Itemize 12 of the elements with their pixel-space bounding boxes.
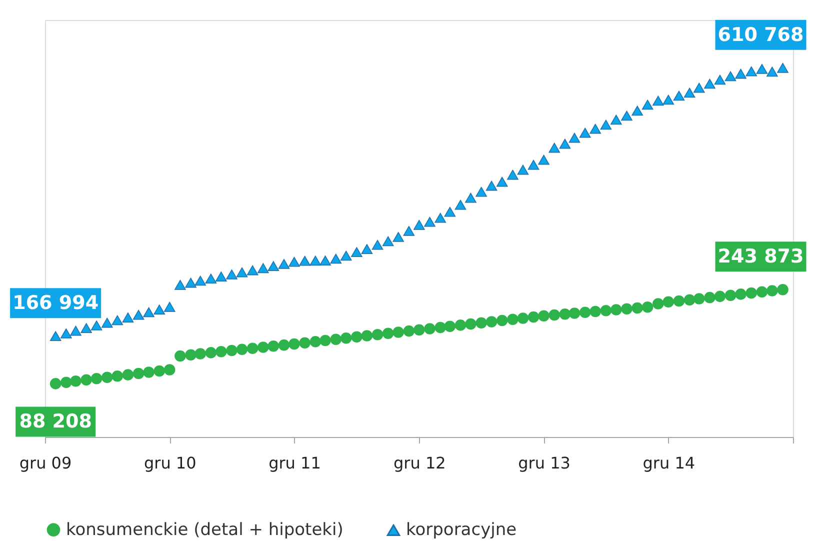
legend-label: korporacyjne — [406, 520, 517, 540]
data-label: 88 208 — [19, 410, 92, 433]
data-label: 243 873 — [718, 246, 804, 268]
data-label: 166 994 — [12, 292, 99, 314]
x-tick-label: gru 12 — [394, 454, 446, 472]
legend-label: konsumenckie (detal + hipoteki) — [66, 520, 344, 540]
x-tick-label: gru 11 — [268, 454, 321, 472]
data-label: 610 768 — [718, 24, 804, 46]
x-tick-label: gru 09 — [19, 454, 72, 472]
x-tick-label: gru 10 — [144, 454, 196, 472]
x-tick-label: gru 13 — [518, 454, 570, 472]
x-tick-label: gru 14 — [642, 454, 696, 472]
